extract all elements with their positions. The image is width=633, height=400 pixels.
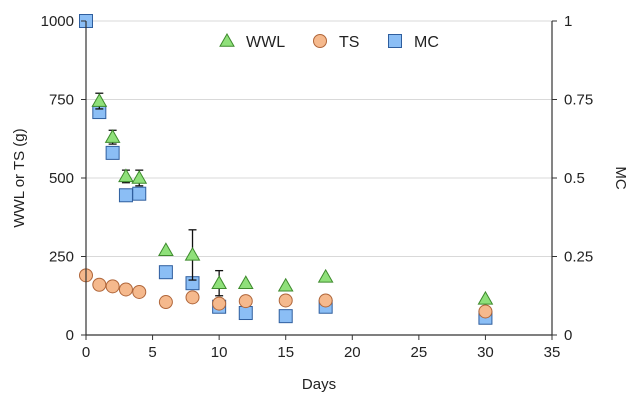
data-point-ts xyxy=(105,279,120,294)
x-tick-label: 5 xyxy=(148,344,156,361)
x-tick-label: 30 xyxy=(477,344,494,361)
x-tick-label: 25 xyxy=(411,344,428,361)
axes xyxy=(81,20,557,340)
data-point-ts xyxy=(92,277,107,292)
data-point-ts xyxy=(118,282,133,297)
data-point-wwl xyxy=(277,277,294,292)
y-tick-label: 500 xyxy=(49,170,74,187)
legend-marker-ts xyxy=(313,34,327,48)
data-point-wwl xyxy=(477,290,494,305)
x-axis-label: Days xyxy=(302,376,336,393)
y2-tick-label: 0 xyxy=(564,327,572,344)
tick-labels: 0 5 10 15 20 25 30 350250500750100000.250.50.75… xyxy=(41,13,594,361)
y2-tick-label: 1 xyxy=(564,13,572,30)
y2-tick-label: 0.5 xyxy=(564,170,585,187)
data-point-wwl xyxy=(317,268,334,283)
data-point-wwl xyxy=(131,169,148,184)
data-point-ts xyxy=(478,304,493,319)
series-wwl xyxy=(91,92,494,305)
legend-marker-wwl xyxy=(219,32,235,47)
y-tick-label: 750 xyxy=(49,92,74,109)
legend-label-ts: TS xyxy=(339,34,359,51)
data-point-wwl xyxy=(91,93,108,107)
data-point-ts xyxy=(212,296,227,311)
data-point-wwl xyxy=(211,275,228,289)
data-series xyxy=(79,14,494,325)
x-tick-label: 20 xyxy=(344,344,361,361)
data-point-mc xyxy=(238,306,253,321)
y-tick-label: 0 xyxy=(66,327,74,344)
y2-axis-label: MC xyxy=(612,166,629,189)
gridlines xyxy=(86,20,552,257)
series-ts xyxy=(79,268,493,319)
data-point-wwl xyxy=(104,129,121,143)
legend: WWL TS MC xyxy=(219,32,439,51)
y2-tick-label: 0.75 xyxy=(564,92,593,109)
x-tick-label: 0 xyxy=(82,344,90,361)
legend-label-mc: MC xyxy=(414,34,439,51)
y-tick-label: 1000 xyxy=(41,13,74,30)
y2-tick-label: 0.25 xyxy=(564,249,593,266)
data-point-mc xyxy=(105,145,120,160)
legend-marker-mc xyxy=(388,34,402,48)
data-point-mc xyxy=(118,188,133,203)
data-point-ts xyxy=(278,293,293,308)
data-point-mc xyxy=(132,186,147,201)
data-point-ts xyxy=(158,295,173,310)
data-point-wwl xyxy=(237,275,254,289)
x-tick-label: 35 xyxy=(544,344,561,361)
data-point-ts xyxy=(238,294,253,309)
data-point-ts xyxy=(318,293,333,308)
x-tick-label: 15 xyxy=(277,344,294,361)
data-point-ts xyxy=(132,284,147,299)
data-point-ts xyxy=(185,290,200,305)
legend-label-wwl: WWL xyxy=(246,34,285,51)
x-tick-label: 10 xyxy=(211,344,228,361)
data-point-wwl xyxy=(158,242,174,256)
data-point-wwl xyxy=(118,168,134,183)
data-point-wwl xyxy=(184,246,201,261)
y-axis-label: WWL or TS (g) xyxy=(11,128,28,227)
y-tick-label: 250 xyxy=(49,249,74,266)
data-point-mc xyxy=(158,265,173,280)
data-point-mc xyxy=(278,309,293,324)
